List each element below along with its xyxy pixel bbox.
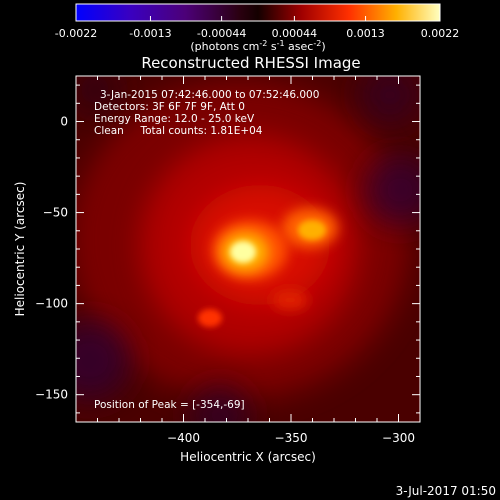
- annotation-clean: Clean Total counts: 1.81E+04: [94, 125, 263, 137]
- y-axis-label: Heliocentric Y (arcsec): [13, 182, 27, 317]
- colorbar-unit-label: (photons cm-2 s-1 asec-2): [190, 39, 325, 53]
- colorbar-tick-label: 0.0013: [346, 27, 385, 40]
- annotation-time-range: 3-Jan-2015 07:42:46.000 to 07:52:46.000: [100, 89, 319, 101]
- colorbar: [75, 3, 441, 22]
- y-tick-label: −100: [35, 297, 68, 311]
- colorbar-tick-labels: -0.0022 -0.0013 -0.00044 0.00044 0.0013 0.002…: [55, 27, 459, 40]
- x-tick-label: −400: [167, 431, 200, 445]
- footer-date: 3-Jul-2017 01:50: [396, 484, 496, 498]
- x-axis-ticks: [97, 76, 421, 422]
- colorbar-ticks: [75, 16, 441, 21]
- x-tick-label: −350: [275, 431, 308, 445]
- colorbar-tick-label: 0.00044: [272, 27, 318, 40]
- y-axis-tick-labels: 0 −50 −100 −150: [35, 115, 68, 402]
- colorbar-tick-label: -0.0022: [55, 27, 97, 40]
- colorbar-tick-label: 0.0022: [421, 27, 460, 40]
- x-axis-label: Heliocentric X (arcsec): [180, 450, 316, 464]
- colorbar-tick-label: -0.00044: [197, 27, 246, 40]
- y-tick-label: −50: [43, 206, 68, 220]
- annotation-peak: Position of Peak = [-354,-69]: [94, 399, 245, 411]
- x-tick-label: −300: [382, 431, 415, 445]
- rhessi-image: [76, 76, 420, 422]
- y-tick-label: −150: [35, 388, 68, 402]
- plot-title: Reconstructed RHESSI Image: [141, 54, 360, 72]
- annotation-detectors: Detectors: 3F 6F 7F 9F, Att 0: [94, 101, 245, 113]
- annotation-energy: Energy Range: 12.0 - 25.0 keV: [94, 113, 255, 125]
- y-axis-ticks: [76, 84, 420, 414]
- x-axis-tick-labels: −400 −350 −300: [167, 431, 415, 445]
- y-tick-label: 0: [60, 115, 68, 129]
- colorbar-tick-label: -0.0013: [129, 27, 171, 40]
